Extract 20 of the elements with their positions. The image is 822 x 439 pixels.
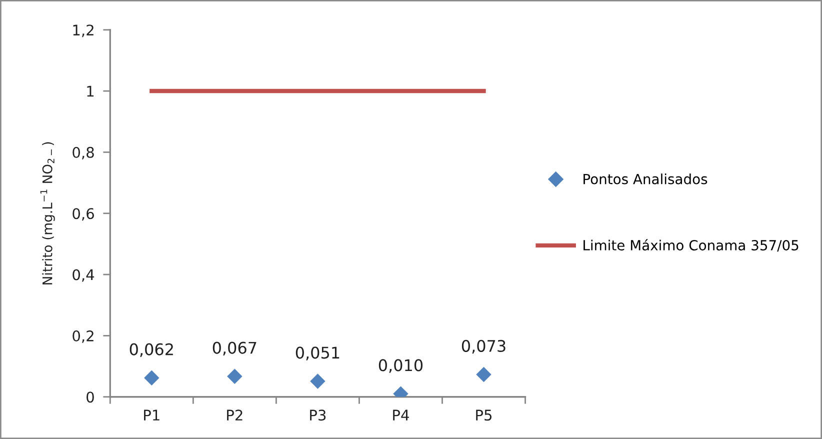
data-label: 0,010 [378,359,423,373]
legend-label: Pontos Analisados [584,174,708,184]
y-tick-label: 0,8 [72,146,94,160]
data-label: 0,062 [130,343,173,357]
legend-label: Limite Máximo Conama 357/05 [584,239,798,252]
y-tick-label: 0 [86,392,94,403]
data-label: 0,051 [296,346,340,360]
data-label: 0,067 [212,342,256,356]
x-tick-label: P5 [476,410,492,421]
x-tick-label: P3 [310,410,326,421]
y-tick-label: 1 [87,86,94,97]
y-tick-label: 0,4 [72,269,94,282]
data-label: 0,073 [462,340,506,354]
x-tick-label: P1 [144,410,160,420]
y-tick-label: 0,6 [72,208,94,221]
x-tick-label: P2 [227,410,242,420]
x-tick-label: P4 [393,410,409,420]
y-axis-title: Nitrito (mg.L$^{−1}$ NO$_{2−}$) [40,142,55,284]
y-tick-label: 0,2 [72,330,94,343]
y-tick-label: 1,2 [73,24,94,38]
